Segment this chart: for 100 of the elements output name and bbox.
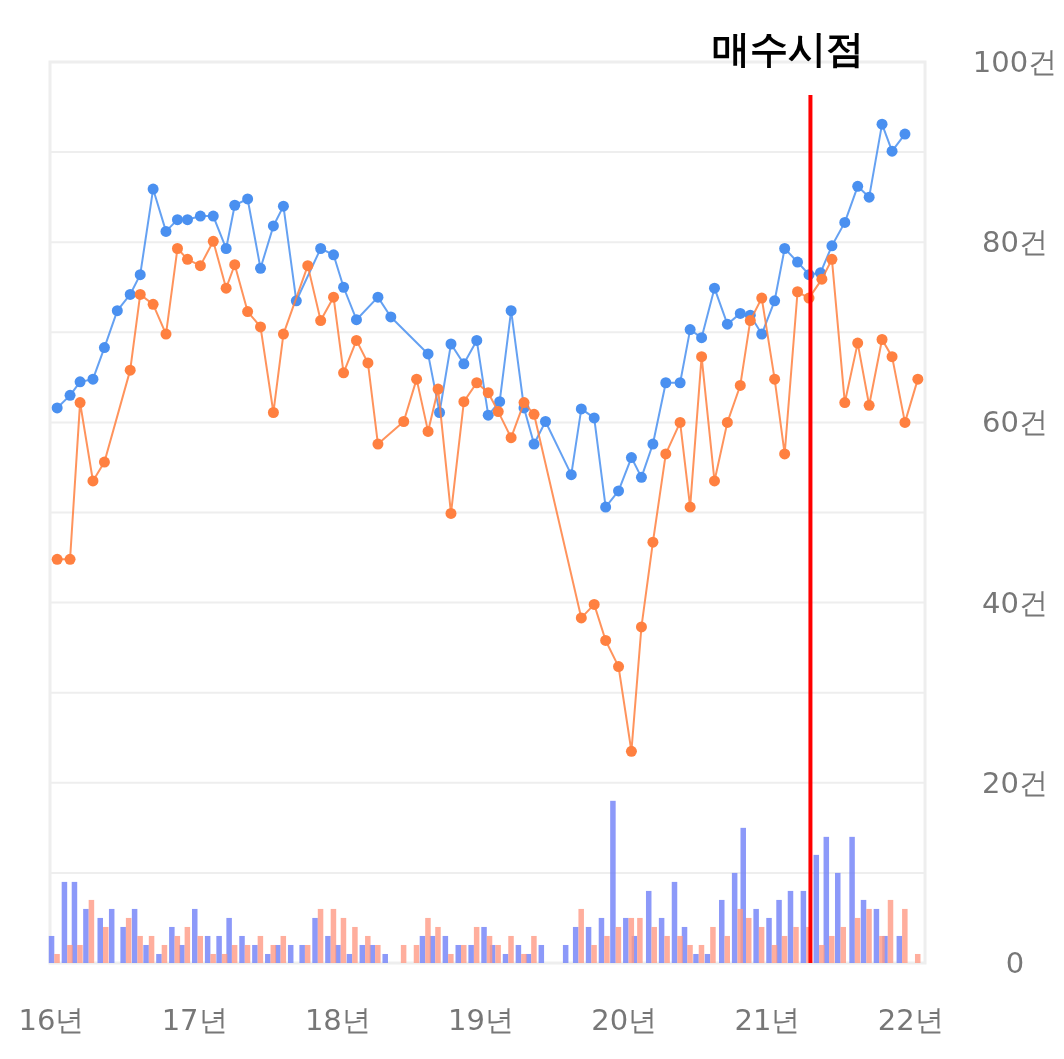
bar — [664, 935, 670, 963]
bar — [244, 944, 251, 963]
bar — [184, 926, 191, 963]
bar — [419, 935, 426, 963]
bar — [687, 944, 693, 963]
y-tick-label: 40건 — [982, 585, 1048, 620]
bar — [873, 908, 880, 963]
bar — [226, 917, 232, 963]
bar — [131, 908, 138, 963]
y-tick-label: 100건 — [972, 45, 1058, 79]
bar — [102, 926, 109, 963]
bar — [860, 899, 867, 963]
bar — [67, 944, 73, 963]
bar — [598, 917, 605, 963]
bar — [48, 935, 55, 963]
bar — [468, 944, 474, 963]
bar — [591, 944, 597, 963]
bar — [604, 935, 610, 963]
bar — [299, 944, 305, 963]
bar — [197, 935, 203, 963]
bar — [400, 944, 407, 963]
bar — [866, 908, 872, 963]
bar — [252, 944, 258, 963]
bar — [521, 953, 527, 963]
bar — [88, 899, 95, 963]
bar — [531, 935, 537, 963]
bar — [382, 953, 388, 963]
bar — [710, 926, 716, 963]
bar — [637, 917, 643, 963]
bar — [352, 926, 358, 963]
bar — [719, 899, 725, 963]
bar — [359, 944, 366, 963]
bar — [538, 944, 545, 963]
bar — [800, 890, 807, 963]
bar — [204, 935, 211, 963]
bar — [771, 944, 778, 963]
bar — [54, 953, 60, 963]
bar — [461, 944, 467, 963]
y-tick-label: 20건 — [982, 765, 1048, 800]
bar — [572, 926, 579, 963]
bar — [192, 908, 198, 963]
bar — [562, 944, 569, 963]
bar — [745, 917, 752, 963]
bar — [77, 944, 83, 963]
y-tick-label: 60건 — [982, 405, 1048, 440]
bar — [97, 917, 103, 963]
bar — [330, 908, 337, 963]
x-tick-label: 16년 — [18, 1003, 85, 1037]
bar — [651, 926, 657, 963]
bar — [108, 908, 115, 963]
bar — [698, 944, 705, 963]
bar — [776, 899, 782, 963]
bar — [169, 926, 175, 963]
bar — [628, 917, 635, 963]
bar — [340, 917, 347, 963]
bar — [829, 935, 835, 963]
bar — [819, 944, 825, 963]
bar — [758, 926, 765, 963]
y-tick-label: 80건 — [982, 225, 1048, 260]
bar — [257, 935, 264, 963]
x-tick-label: 18년 — [304, 1003, 371, 1037]
bar — [346, 953, 353, 963]
bar — [435, 926, 441, 963]
bar — [615, 926, 622, 963]
bar — [83, 908, 89, 963]
bar — [125, 917, 132, 963]
bar — [143, 944, 149, 963]
bar — [312, 917, 318, 963]
x-tick-label: 20년 — [591, 1003, 658, 1037]
bar — [287, 944, 294, 963]
bar — [120, 926, 126, 963]
bar — [231, 944, 238, 963]
bar — [753, 908, 759, 963]
bar — [216, 935, 222, 963]
bar — [265, 953, 271, 963]
x-tick-label: 22년 — [877, 1003, 944, 1037]
bar — [914, 953, 921, 963]
bar — [658, 917, 665, 963]
bar — [61, 881, 68, 963]
bar — [887, 899, 894, 963]
bar — [239, 935, 245, 963]
bar — [793, 926, 799, 963]
bar — [442, 935, 449, 963]
bar — [731, 872, 738, 963]
bar — [481, 926, 487, 963]
bar — [578, 908, 584, 963]
bar — [221, 953, 228, 963]
bar — [737, 908, 743, 963]
bar — [174, 935, 181, 963]
bar — [161, 944, 168, 963]
bar — [280, 935, 287, 963]
bar — [835, 872, 841, 963]
bar — [902, 908, 908, 963]
x-tick-label: 21년 — [734, 1003, 801, 1037]
bar — [677, 935, 683, 963]
bar — [317, 908, 324, 963]
bar — [413, 944, 420, 963]
bar — [671, 881, 678, 963]
ref-line-label: 매수시점 — [712, 27, 865, 71]
y-tick-label: 0 — [1005, 946, 1025, 980]
